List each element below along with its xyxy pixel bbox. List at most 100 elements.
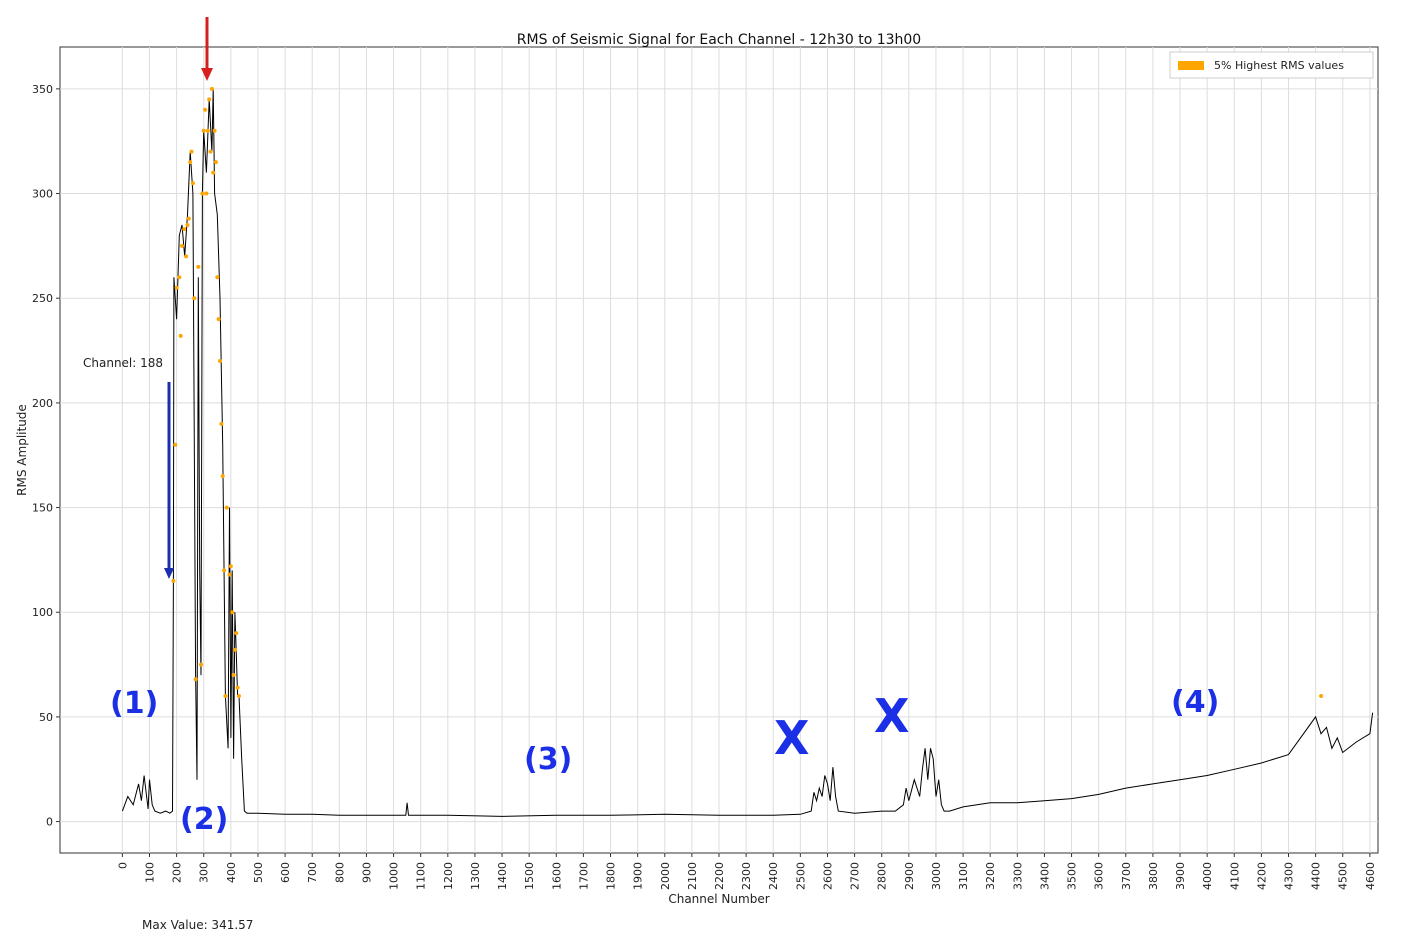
y-tick-label: 200 [32,397,53,410]
x-tick-label: 2700 [849,862,862,890]
x-tick-label: 3000 [930,862,943,890]
y-tick-labels: 0 50 100 150 200 250 300 350 [32,83,53,829]
red-arrow [201,17,213,81]
highlight-point [216,317,221,322]
blue-arrow [164,382,174,579]
region-4-label: (4) [1171,685,1219,720]
x-tick-label: 300 [198,862,211,883]
highlight-point [213,160,218,165]
x-tick-label: 3800 [1147,862,1160,890]
y-tick-label: 0 [46,816,53,829]
red-arrow-head [201,68,213,81]
highlight-point [227,572,232,577]
y-tick-label: 50 [39,711,53,724]
x-tick-label: 1900 [632,862,645,890]
highlight-point [208,149,213,154]
y-tick-label: 300 [32,188,53,201]
region-1-label: (1) [110,686,158,721]
highlight-point [236,693,241,698]
x-tick-label: 2300 [740,862,753,890]
x-tick-label: 3200 [984,862,997,890]
highlight-point [228,564,233,569]
highlight-point [196,264,201,269]
highlight-point [224,505,229,510]
x-tick-label: 800 [333,862,346,883]
highlight-point [173,442,178,447]
highlight-point [185,222,190,227]
x-tick-label: 2500 [794,862,807,890]
highlight-point [180,243,185,248]
x-tick-label: 3400 [1038,862,1051,890]
x-tick-label: 2100 [686,862,699,890]
max-value-label: Max Value: 341.57 [142,918,253,932]
x-tick-label: 200 [171,862,184,883]
highlight-point [211,170,216,175]
highlight-point [203,107,208,112]
x-tick-label: 400 [225,862,238,883]
x-tick-label: 4000 [1201,862,1214,890]
highlight-point [220,474,225,479]
highlight-point [234,631,239,636]
x-tick-label: 3900 [1174,862,1187,890]
highlight-point [1319,693,1324,698]
x-tick-label: 900 [360,862,373,883]
x-tick-label: 2400 [767,862,780,890]
x-tick-label: 1500 [523,862,536,890]
x-tick-label: 3500 [1066,862,1079,890]
y-tick-label: 100 [32,606,53,619]
y-tick-label: 350 [32,83,53,96]
x-tick-label: 3700 [1120,862,1133,890]
x-tick-label: 100 [143,862,156,883]
x-tick-label: 0 [116,862,129,869]
highlight-point [186,216,191,221]
rms-series-line [121,88,1374,817]
chart-title: RMS of Seismic Signal for Each Channel -… [517,32,921,48]
highlight-point [199,662,204,667]
highlight-point [177,275,182,280]
highlight-point [178,333,183,338]
x-tick-label: 1300 [469,862,482,890]
x-mark-2: X [874,689,909,743]
x-tick-label: 4300 [1283,862,1296,890]
x-tick-label: 2200 [713,862,726,890]
x-tick-label: 3100 [957,862,970,890]
x-tick-label: 3300 [1011,862,1024,890]
legend-swatch [1178,61,1204,70]
highlight-point [218,359,223,364]
highlight-point [235,685,240,690]
x-tick-label: 1200 [442,862,455,890]
x-tick-label: 1000 [388,862,401,890]
highlight-point [223,693,228,698]
x-tick-label: 500 [252,862,265,883]
grid-lines [56,47,1378,857]
highlight-point [219,421,224,426]
x-tick-label: 2900 [903,862,916,890]
highlight-point [182,227,187,232]
y-tick-label: 250 [32,292,53,305]
highlight-points [171,86,1324,698]
x-tick-label: 4200 [1255,862,1268,890]
x-tick-label: 1100 [415,862,428,890]
highlight-point [231,673,236,678]
highlight-point [190,181,195,186]
x-tick-label: 2000 [659,862,672,890]
highlight-point [171,578,176,583]
highlight-point [205,128,210,133]
legend: 5% Highest RMS values [1169,51,1374,79]
x-tick-label: 4100 [1228,862,1241,890]
region-3-label: (3) [524,742,572,777]
x-tick-label: 4400 [1310,862,1323,890]
x-tick-label: 2800 [876,862,889,890]
x-tick-label: 1400 [496,862,509,890]
x-tick-labels: 0 100 200 300 400 500 600 700 800 900 1000 1100 1200… [116,862,1376,890]
highlight-point [204,191,209,196]
region-2-label: (2) [180,802,228,837]
x-mark-1: X [774,711,809,765]
x-tick-label: 3600 [1093,862,1106,890]
highlight-point [212,128,217,133]
highlight-point [184,254,189,259]
highlight-point [232,647,237,652]
highlight-point [192,296,197,301]
x-tick-label: 700 [306,862,319,883]
